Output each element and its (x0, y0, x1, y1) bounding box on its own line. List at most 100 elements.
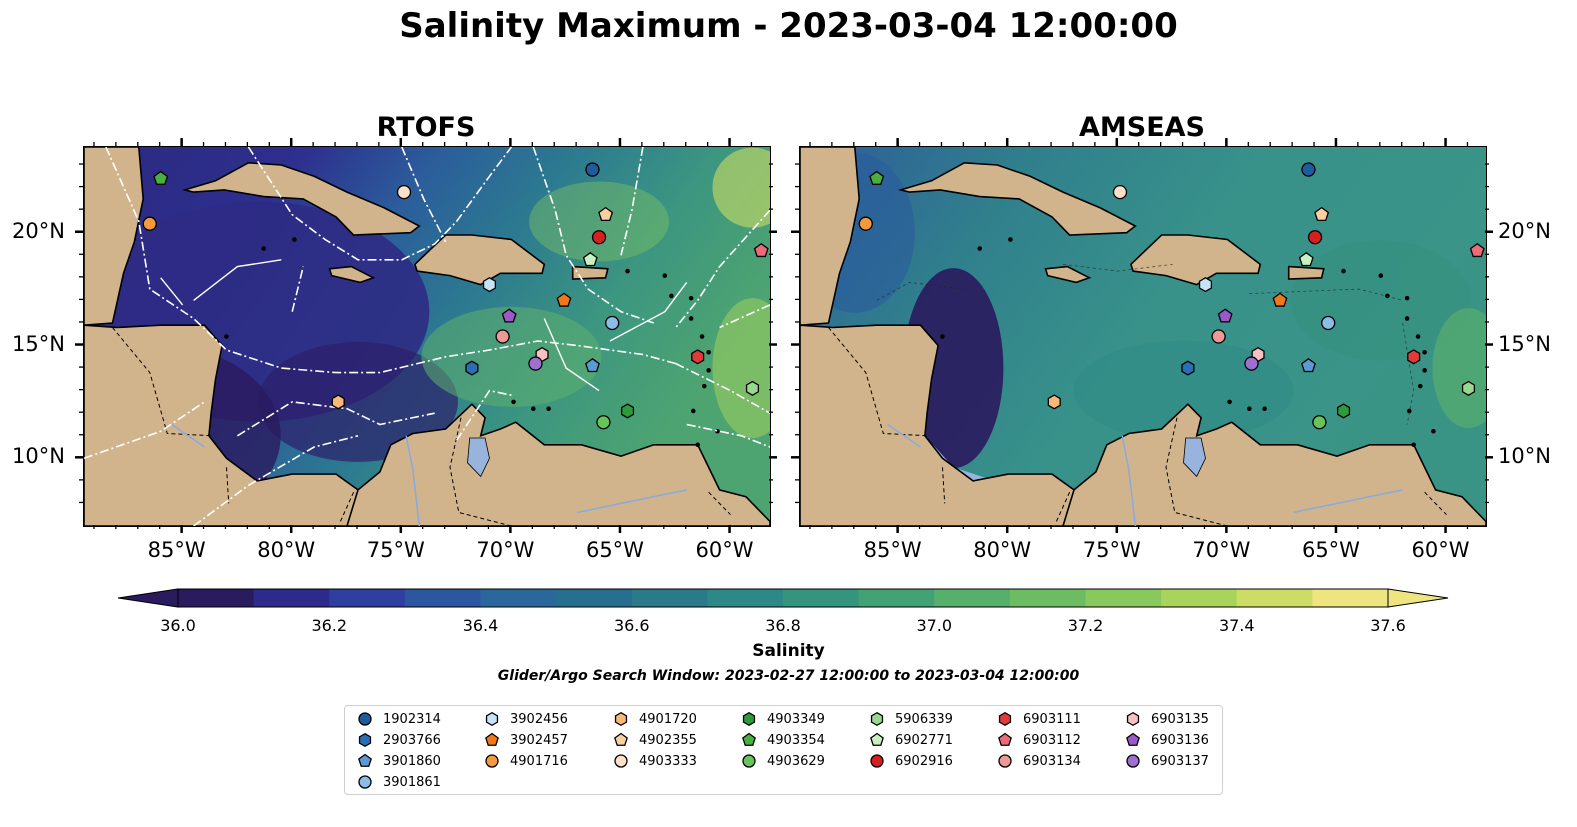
legend-marker (485, 732, 499, 746)
colorbar-tick-label: 36.0 (160, 616, 196, 635)
land-cuba (897, 161, 1137, 236)
float-4903333 (1112, 184, 1128, 200)
float-4901720 (1047, 394, 1061, 410)
float-6902771 (582, 251, 598, 267)
land-puertorico (571, 265, 609, 280)
colorbar-tick-label: 36.6 (613, 616, 650, 635)
legend-pentagon-icon (614, 732, 628, 746)
legend-marker (870, 711, 884, 727)
land-hispaniola (413, 234, 546, 286)
legend-pentagon-icon (870, 732, 884, 746)
rtofs-map-canvas (84, 147, 770, 526)
lat-tick-label: 20°N (1498, 218, 1551, 243)
legend-circle-icon (742, 754, 756, 768)
float-4902355 (598, 206, 614, 222)
colorbar-segment (329, 589, 406, 607)
bathymetry-contours (876, 263, 1415, 425)
lon-tick-label: 80°W (973, 538, 1032, 562)
legend-label: 6903136 (1151, 732, 1209, 748)
colorbar-segment (253, 589, 330, 607)
legend-marker (1126, 754, 1140, 768)
legend-marker (614, 732, 628, 746)
legend-marker (742, 711, 756, 727)
legend-item: 6903135 (1125, 709, 1209, 729)
legend-circle-icon (614, 754, 628, 768)
amseas-map-panel[interactable] (799, 146, 1487, 527)
float-4903629 (596, 415, 611, 430)
float-6902771 (1298, 251, 1314, 267)
legend-label: 6902916 (895, 753, 953, 769)
rivers (887, 423, 1403, 526)
float-3902457 (1272, 292, 1288, 307)
legend-item: 4903333 (613, 751, 697, 771)
legend-item: 1902314 (357, 709, 441, 729)
lon-tick-label: 70°W (476, 538, 535, 562)
legend-label: 4903349 (767, 711, 825, 727)
legend-marker (870, 754, 884, 768)
legend-item: 6903112 (997, 730, 1081, 750)
legend-pentagon-icon (358, 753, 372, 767)
figure-title: Salinity Maximum - 2023-03-04 12:00:00 (399, 6, 1178, 46)
legend-circle-icon (485, 754, 499, 768)
legend-item: 6902771 (869, 730, 953, 750)
float-6903136 (1217, 308, 1233, 323)
colorbar-extend-max (1387, 588, 1449, 608)
colorbar-segment (934, 589, 1011, 607)
legend-label: 5906339 (895, 711, 953, 727)
float-legend: 1902314 2903766 3901860 3901861 3902456 39024… (344, 705, 1223, 795)
legend-label: 3902456 (510, 711, 568, 727)
colorbar-segment (1161, 589, 1238, 607)
legend-circle-icon (998, 754, 1012, 768)
float-6903136 (501, 308, 517, 323)
lon-tick-label: 85°W (147, 538, 206, 562)
lake-maracaibo (467, 437, 490, 478)
lon-tick-label: 65°W (585, 538, 644, 562)
legend-item: 6903136 (1125, 730, 1209, 750)
legend-item: 4903629 (741, 751, 825, 771)
colorbar-tick-label: 37.0 (916, 616, 953, 635)
float-5906339 (1461, 380, 1476, 396)
rtofs-map-panel[interactable] (83, 146, 771, 527)
colorbar-tick-label: 36.4 (462, 616, 499, 635)
legend-item: 4901720 (613, 709, 697, 729)
legend-item: 3901860 (357, 751, 441, 771)
legend-label: 3901860 (383, 753, 441, 769)
legend-label: 1902314 (383, 711, 441, 727)
legend-marker (1126, 732, 1140, 746)
lat-tick-label: 10°N (1498, 444, 1551, 469)
colorbar-label: Salinity (752, 641, 825, 661)
legend-marker (870, 732, 884, 746)
float-6902916 (1307, 230, 1323, 245)
legend-label: 6902771 (895, 732, 953, 748)
float-4903349 (620, 403, 635, 419)
legend-marker (742, 732, 756, 746)
legend-item: 6903137 (1125, 751, 1209, 771)
legend-marker (998, 754, 1012, 768)
legend-marker (998, 732, 1012, 746)
legend-item: 6902916 (869, 751, 953, 771)
colorbar-tick-label: 36.2 (311, 616, 348, 635)
lat-tick-label: 15°N (12, 331, 65, 356)
float-2903766 (1181, 360, 1195, 376)
legend-label: 3901861 (383, 774, 441, 790)
legend-circle-icon (870, 754, 884, 768)
legend-label: 3902457 (510, 732, 568, 748)
colorbar-segment (783, 589, 860, 607)
colorbar-outline (177, 588, 1389, 608)
legend-marker (485, 754, 499, 768)
float-1902314 (585, 162, 600, 177)
eez-boundaries (84, 147, 770, 526)
panel-title-rtofs: RTOFS (376, 112, 476, 143)
legend-label: 4902355 (639, 732, 697, 748)
legend-pentagon-icon (485, 732, 499, 746)
lon-tick-label: 75°W (1082, 538, 1141, 562)
legend-marker (614, 754, 628, 768)
lon-tick-label: 70°W (1192, 538, 1251, 562)
legend-marker (358, 753, 372, 767)
float-4903354 (869, 170, 885, 185)
legend-item: 6903111 (997, 709, 1081, 729)
legend-marker (358, 712, 372, 726)
float-4903354 (153, 170, 169, 185)
legend-hexagon-icon (998, 711, 1012, 727)
islands (940, 237, 1436, 448)
